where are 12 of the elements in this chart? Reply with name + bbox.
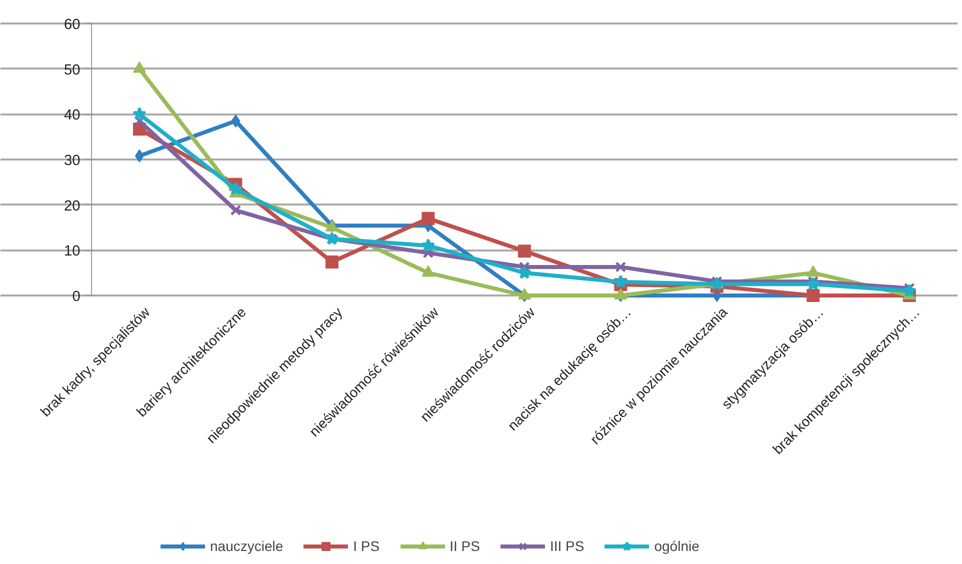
y-tick-label: 50 xyxy=(64,62,80,78)
legend-label: nauczyciele xyxy=(210,538,284,554)
y-tick-label: 40 xyxy=(64,108,80,124)
legend-label: III PS xyxy=(550,538,584,554)
legend-label: II PS xyxy=(450,538,480,554)
y-tick-label: 30 xyxy=(64,153,80,169)
y-tick-label: 10 xyxy=(64,244,80,260)
y-tick-label: 0 xyxy=(72,289,80,305)
y-tick-label: 20 xyxy=(64,198,80,214)
y-tick-label: 60 xyxy=(64,17,80,33)
legend-label: ogólnie xyxy=(654,538,700,554)
legend-label: I PS xyxy=(353,538,380,554)
